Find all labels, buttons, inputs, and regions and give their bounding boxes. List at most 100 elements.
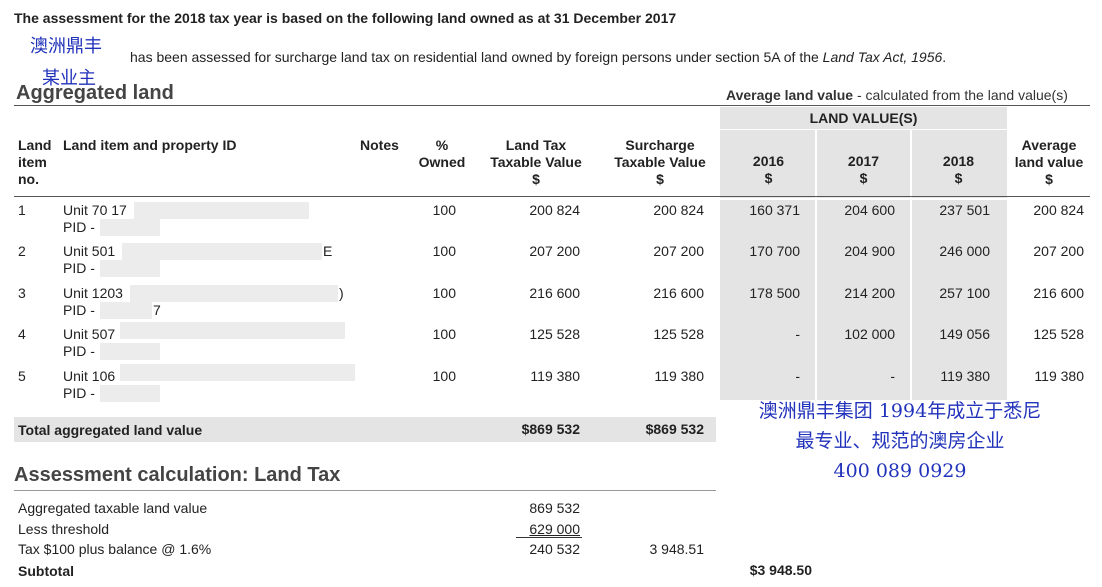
col-header-surcharge: Surcharge Taxable Value $ [614,137,706,187]
pid-label: PID - [63,385,95,401]
owned-value: 100 [432,326,456,342]
value-2016: 170 700 [749,243,800,259]
value-2017: 102 000 [844,326,895,342]
row-number: 1 [18,202,26,218]
surcharge-value: 125 528 [653,326,704,342]
surcharge-value: 200 824 [653,202,704,218]
col-header-taxable: Land Tax Taxable Value $ [490,137,582,187]
col-header-notes: Notes [360,137,399,153]
col-header-2016: 2016 $ [752,153,785,186]
subtraction-line [516,537,582,538]
value-2016: 160 371 [749,202,800,218]
col-header-2017: 2017 $ [847,153,880,186]
taxable-value: 125 528 [529,326,580,342]
redacted-pid [100,343,160,360]
table-row: 3 Unit 1203 ) PID - 7 100 216 600 216 60… [0,285,1102,325]
unit-tail: ) [339,285,344,301]
average-note-rest: - calculated from the land value(s) [853,87,1068,103]
calc-amount: 3 948.51 [649,541,705,557]
section-title-aggregated: Aggregated land [16,82,174,104]
pid-tail: 7 [153,302,161,318]
section-title-calculation: Assessment calculation: Land Tax [14,464,341,486]
row-number: 5 [18,368,26,384]
value-2017: 214 200 [844,285,895,301]
unit-label: Unit 501 [63,243,116,259]
unit-label: Unit 106 [63,368,116,384]
owner-name-watermark: 澳洲鼎丰 [30,36,102,57]
section-divider [14,105,1090,106]
unit-label: Unit 1203 [63,285,123,301]
average-value: 200 824 [1033,202,1084,218]
redacted-pid [100,385,160,402]
unit-tail: E [323,243,333,259]
act-name: Land Tax Act, 1956 [822,49,943,65]
taxable-value: 119 380 [530,368,580,384]
taxable-value: 207 200 [529,243,580,259]
land-values-body-shade [720,200,1007,400]
unit-label: Unit 70 17 [63,202,127,218]
average-value: 119 380 [1034,368,1084,384]
redacted-pid [100,219,160,236]
shade-divider [910,130,912,400]
pid-label: PID - [63,343,95,359]
surcharge-description: has been assessed for surcharge land tax… [130,49,946,65]
advert-line-2: 最专业、规范的澳房企业 [795,430,1005,452]
taxable-value: 216 600 [529,285,580,301]
value-2017: - [890,368,895,384]
shade-divider [720,129,1007,130]
surcharge-value: 216 600 [653,285,704,301]
unit-label: Unit 507 [63,326,116,342]
calc-label: Tax $100 plus balance @ 1.6% [18,541,212,557]
taxable-value: 200 824 [529,202,580,218]
average-note-bold: Average land value [726,87,854,103]
surcharge-text-end: . [942,49,947,65]
owned-value: 100 [432,285,456,301]
redacted-address [120,322,345,339]
value-2018: 149 056 [939,326,990,342]
average-value: 125 528 [1033,326,1084,342]
table-row: 4 Unit 507 PID - 100 125 528 125 528 - 1… [0,322,1102,366]
shade-divider [815,130,817,400]
value-2017: 204 900 [844,243,895,259]
owner-name-watermark-2: 某业主 [42,68,96,89]
table-row: 5 Unit 106 PID - 100 119 380 119 380 - -… [0,364,1102,408]
value-2016: - [795,368,800,384]
redacted-address [134,202,309,219]
total-label: Total aggregated land value [18,422,203,438]
total-taxable: $869 532 [521,421,580,437]
owned-value: 100 [432,202,456,218]
land-values-header: LAND VALUE(S) [809,110,918,126]
redacted-address [120,364,355,381]
surcharge-text: has been assessed for surcharge land tax… [130,49,823,65]
col-header-2018: 2018 $ [942,153,975,186]
calc-divider [14,490,716,491]
calc-label: Aggregated taxable land value [18,500,208,516]
land-values-header-shade [720,107,1007,198]
intro-text: The assessment for the 2018 tax year is … [14,10,677,26]
owned-value: 100 [432,368,456,384]
calc-label: Less threshold [18,521,110,537]
value-2016: 178 500 [749,285,800,301]
subtotal-label: Subtotal [18,563,74,579]
value-2018: 246 000 [939,243,990,259]
table-row: 1 Unit 70 17 PID - 100 200 824 200 824 1… [0,202,1102,242]
total-row: Total aggregated land value $869 532 $86… [14,417,716,442]
advert-phone: 400 089 0929 [833,460,967,482]
redacted-pid [100,302,152,319]
advert-watermark: 澳洲鼎丰集团 1994年成立于悉尼 最专业、规范的澳房企业 400 089 09… [724,396,1076,486]
col-header-item: Land item and property ID [63,137,237,153]
pid-label: PID - [63,302,95,318]
pid-label: PID - [63,219,95,235]
col-header-average: Average land value $ [1014,137,1084,187]
row-number: 3 [18,285,26,301]
redacted-address [130,285,338,302]
surcharge-value: 119 380 [654,368,704,384]
subtotal-value: $3 948.50 [749,562,812,578]
average-note: Average land value - calculated from the… [726,87,1068,103]
calc-value: 869 532 [529,500,580,516]
row-number: 2 [18,243,26,259]
owned-value: 100 [432,243,456,259]
calc-value: 629 000 [529,521,580,537]
table-row: 2 Unit 501 E PID - 100 207 200 207 200 1… [0,243,1102,283]
value-2016: - [795,326,800,342]
